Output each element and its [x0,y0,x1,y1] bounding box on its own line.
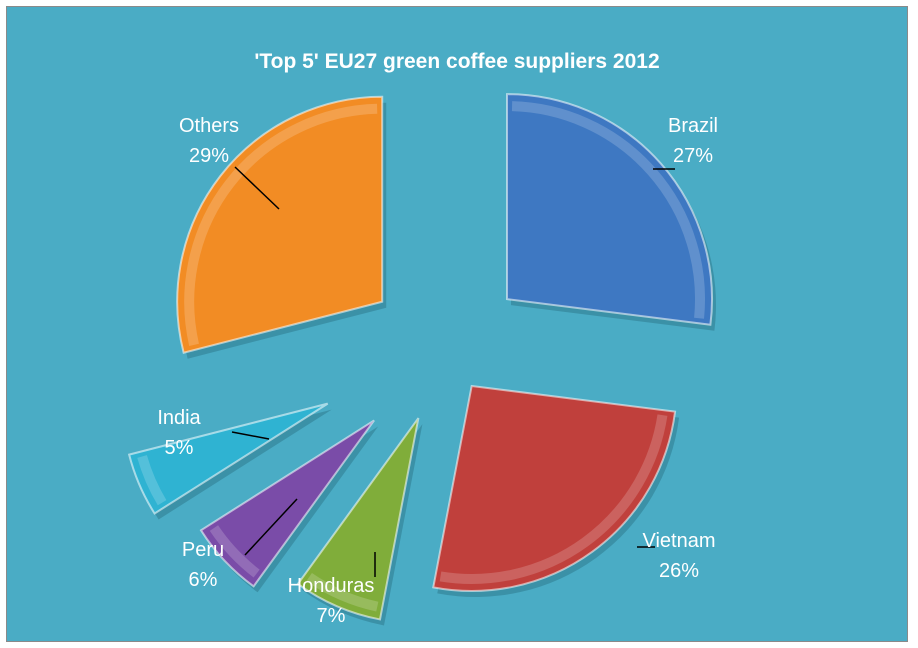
slice-percent-others: 29% [189,145,229,167]
slice-bevel-peru [209,525,260,578]
slice-label-peru: Peru [182,539,224,561]
pie-slice-honduras [296,417,420,621]
slice-percent-honduras: 7% [317,605,346,627]
leader-line-peru [244,498,298,556]
slice-label-others: Others [179,115,239,137]
slice-percent-vietnam: 26% [659,560,699,582]
pie-slice-brazil [506,93,713,326]
slice-bevel-vietnam [439,414,668,584]
pie-slice-india [127,402,329,515]
slice-label-vietnam: Vietnam [642,530,715,552]
pie-chart: Brazil 27% Vietnam 26% Honduras 7% Peru 6% India… [127,93,718,627]
slice-percent-brazil: 27% [673,145,713,167]
slice-bevel-brazil [511,101,705,319]
slice-label-india: India [157,407,201,429]
pie-slice-peru [199,419,375,588]
chart-area: 'Top 5' EU27 green coffee suppliers 2012… [6,6,908,642]
slice-percent-india: 5% [165,437,194,459]
pie-slice-vietnam [432,384,677,592]
leader-line-india [231,431,270,440]
slice-bevel-others [184,103,378,346]
pie-slice-others [176,95,384,354]
slice-label-brazil: Brazil [668,115,718,137]
slice-percent-peru: 6% [189,569,218,591]
chart-title: 'Top 5' EU27 green coffee suppliers 2012 [254,50,660,73]
leader-line-others [234,166,280,210]
slice-bevel-india [137,455,167,506]
slice-bevel-honduras [306,572,379,612]
slice-label-honduras: Honduras [288,575,375,597]
